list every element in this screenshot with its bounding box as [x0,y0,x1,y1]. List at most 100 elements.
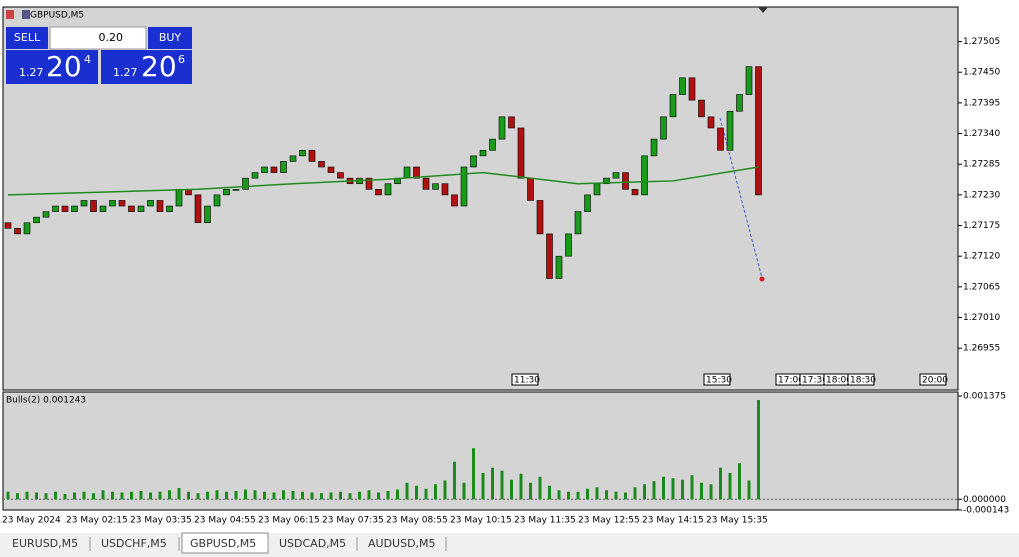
candle [707,116,715,129]
candle [660,116,667,140]
indicator-bar [415,485,418,500]
tab[interactable] [271,536,357,552]
indicator-bar [158,491,162,500]
x-tick-label: 23 May 06:15 [258,516,320,526]
indicator-bar [130,491,133,500]
buy-button[interactable] [148,27,192,49]
candle [365,177,373,190]
indicator-bar [614,491,618,500]
candle [52,205,59,212]
indicator-bar [605,490,608,500]
candle [71,205,78,212]
indicator-bar [54,491,57,500]
candle [565,233,572,257]
y-tick-label: 1.27450 [963,68,1000,78]
candle [679,77,686,95]
indicator-bar [709,484,713,500]
indicator-bar [519,473,523,500]
tab[interactable] [4,536,90,552]
candle [242,177,249,190]
candle [261,166,268,173]
indicator-bar [681,479,684,500]
indicator-bar [282,490,285,500]
tab-label: USDCAD,M5 [279,537,346,550]
candle [90,200,97,212]
candle [413,166,420,179]
indicator-bar [263,491,266,500]
candle [584,194,591,212]
candle [42,211,50,218]
candle [517,127,525,179]
candle [669,94,677,118]
candle [23,222,31,235]
y-tick-label: 1.27230 [963,190,1000,200]
y-tick-label: 1.27175 [963,221,1000,231]
indicator-bar [225,491,228,500]
lot-input[interactable] [49,26,147,50]
tab[interactable] [93,536,179,552]
time-marker: 17:00 [778,376,804,386]
indicator-bar [16,493,19,500]
indicator-bar [424,488,428,500]
sell-button[interactable] [6,27,48,49]
indicator-bar [82,491,86,500]
candle [755,66,762,196]
indicator-bar [139,491,143,500]
indicator-bar [472,448,475,500]
candle [698,99,705,118]
y-tick-label: 1.27505 [963,37,1000,47]
indicator-bar [101,490,105,500]
candle [650,138,658,157]
candle [603,177,610,185]
indicator-bar [301,491,304,500]
candle [460,166,468,207]
indicator-bar [291,491,295,500]
candle [213,194,221,207]
candle [289,155,297,162]
sell-label: SELL [14,31,41,44]
time-marker-box [511,373,539,386]
buy-price-box [101,50,192,84]
indicator-bar [738,463,741,500]
indicator-bar [348,493,352,500]
candle [61,205,69,212]
candle [479,149,487,157]
candle [536,200,544,235]
indicator-bar [73,492,76,500]
indicator-bar [44,493,48,500]
indicator-bar [120,492,124,500]
candle [109,200,116,207]
time-marker: 15:30 [706,376,732,386]
tab-label: GBPUSD,M5 [190,537,256,550]
time-marker: 18:00 [826,376,852,386]
y-tick-label: 1.27010 [963,313,1000,323]
indicator-bar [662,476,665,500]
candle [384,183,392,196]
candle [232,189,240,191]
indicator-bar [329,492,333,500]
indicator-bar [510,479,513,500]
indicator-bar [700,482,703,500]
indicator-bar [234,491,238,500]
candle [175,189,183,207]
indicator-bar [757,400,760,500]
indicator-bar [35,492,38,500]
indicator-bar [586,488,589,500]
indicator-bar [196,493,200,500]
candle [432,183,439,190]
tab[interactable] [360,536,446,552]
y-tick-label: 1.27285 [963,160,1000,170]
candle [318,161,325,168]
indicator-bar [253,490,257,500]
y-tick-label: 0.000000 [963,495,1006,505]
candle [156,200,164,212]
indicator-bar [548,485,551,500]
candle [451,194,458,207]
tab-label: AUDUSD,M5 [368,537,436,550]
indicator-bar [92,493,95,500]
candle [574,211,582,235]
buy-price-small: 6 [178,53,185,66]
candle [194,194,202,224]
candle [422,177,430,190]
indicator-bar [453,461,456,500]
